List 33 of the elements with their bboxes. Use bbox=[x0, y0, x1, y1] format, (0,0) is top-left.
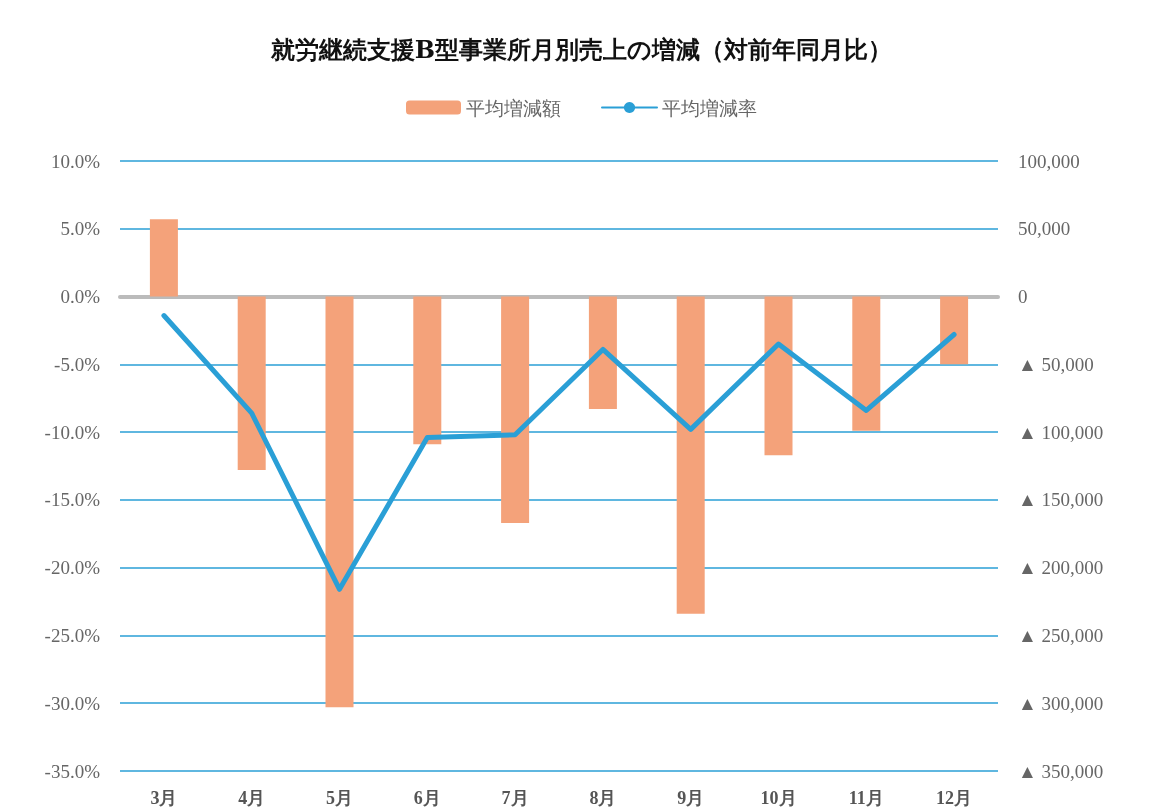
y2-tick-label: ▲ 100,000 bbox=[1018, 421, 1104, 443]
y-tick-label: 0.0% bbox=[60, 286, 101, 308]
y2-tick-label: ▲ 200,000 bbox=[1018, 557, 1104, 579]
y-tick-label: -20.0% bbox=[44, 557, 101, 579]
x-tick-label: 4月 bbox=[238, 788, 266, 807]
y-tick-label: 10.0% bbox=[50, 150, 101, 172]
y-tick-label: -10.0% bbox=[44, 421, 101, 443]
x-tick-label: 3月 bbox=[150, 788, 178, 807]
x-tick-label: 9月 bbox=[677, 788, 705, 807]
legend-label: 平均増減率 bbox=[662, 96, 757, 119]
x-tick-label: 6月 bbox=[413, 788, 441, 807]
legend-label: 平均増減額 bbox=[466, 96, 561, 119]
y-tick-label: 5.0% bbox=[60, 218, 101, 240]
y2-tick-label: ▲ 300,000 bbox=[1018, 692, 1104, 714]
x-tick-label: 8月 bbox=[589, 788, 617, 807]
y-tick-label: -35.0% bbox=[44, 760, 101, 782]
x-tick-label: 11月 bbox=[848, 788, 884, 807]
y2-tick-label: ▲ 350,000 bbox=[1018, 760, 1104, 782]
y-tick-label: -5.0% bbox=[54, 353, 101, 375]
y2-tick-label: ▲ 50,000 bbox=[1018, 353, 1094, 375]
chart-title: 就労継続支援B型事業所月別売上の増減（対前年同月比） bbox=[269, 34, 893, 64]
x-tick-label: 5月 bbox=[326, 788, 353, 807]
y-tick-label: -15.0% bbox=[44, 489, 101, 511]
y2-tick-label: 100,000 bbox=[1018, 150, 1080, 172]
x-tick-label: 7月 bbox=[501, 788, 529, 807]
y2-tick-label: 50,000 bbox=[1018, 218, 1071, 240]
x-tick-label: 12月 bbox=[936, 788, 973, 807]
y-tick-label: -30.0% bbox=[44, 692, 101, 714]
y-tick-label: -25.0% bbox=[44, 624, 101, 646]
y2-tick-label: ▲ 250,000 bbox=[1018, 624, 1104, 646]
y2-tick-label: ▲ 150,000 bbox=[1018, 489, 1104, 511]
y2-tick-label: 0 bbox=[1018, 286, 1028, 308]
x-tick-label: 10月 bbox=[760, 788, 797, 807]
